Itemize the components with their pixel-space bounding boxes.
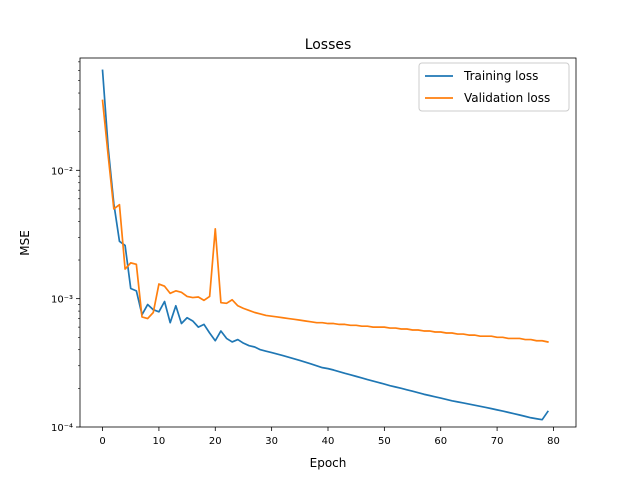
x-tick-label: 80 <box>547 436 560 447</box>
series-line-validation <box>101 99 549 343</box>
legend-label-validation: Validation loss <box>464 91 550 105</box>
y-axis-label: MSE <box>18 230 32 256</box>
x-tick-label: 50 <box>378 436 391 447</box>
legend-box <box>418 62 570 112</box>
y-tick-label: 10⁻² <box>51 166 73 177</box>
y-axis-minor-ticks <box>78 61 80 389</box>
y-tick-label: 10⁻⁴ <box>51 423 73 434</box>
x-tick-label: 20 <box>209 436 222 447</box>
x-tick-label: 40 <box>322 436 335 447</box>
legend: Training loss Validation loss <box>418 62 570 112</box>
y-tick-label: 10⁻³ <box>51 295 73 306</box>
x-tick-label: 0 <box>99 436 105 447</box>
x-tick-label: 10 <box>153 436 166 447</box>
axes-background <box>80 58 576 427</box>
x-tick-label: 70 <box>491 436 504 447</box>
legend-label-training: Training loss <box>463 69 538 83</box>
plot-area <box>80 58 576 427</box>
x-axis-ticks: 0 10 20 30 40 50 60 70 80 <box>99 427 560 447</box>
y-axis-ticks: 10⁻² 10⁻³ 10⁻⁴ <box>51 166 80 434</box>
x-tick-label: 30 <box>265 436 278 447</box>
x-tick-label: 60 <box>434 436 447 447</box>
series-lines <box>101 69 550 421</box>
x-axis-label: Epoch <box>310 456 347 470</box>
chart-title: Losses <box>305 37 352 53</box>
series-line-training <box>101 69 550 421</box>
